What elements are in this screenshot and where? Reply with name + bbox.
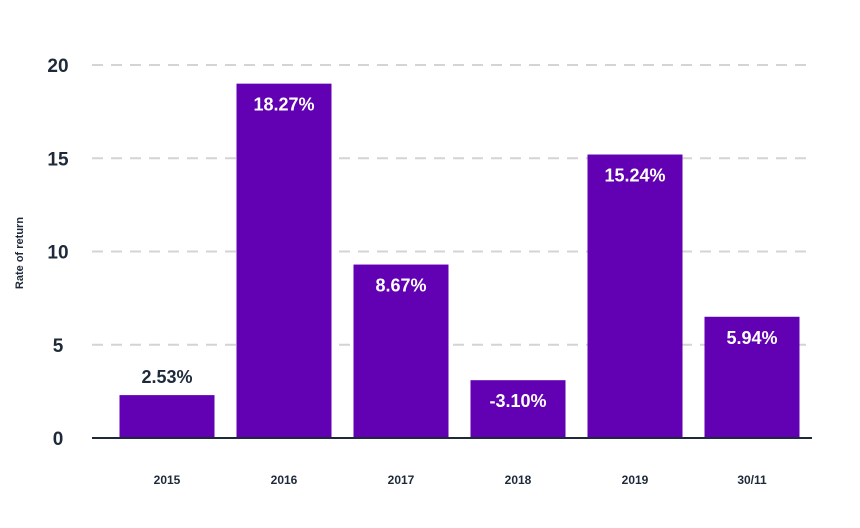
bar-2017: [353, 264, 449, 438]
data-label: 18.27%: [253, 95, 314, 115]
x-category-label: 2016: [271, 473, 298, 487]
data-label: 5.94%: [726, 328, 777, 348]
bar-2019: [587, 154, 683, 438]
y-tick-label: 5: [53, 336, 64, 357]
bar-2018: [470, 380, 566, 438]
x-category-label: 30/11: [737, 473, 767, 487]
bar-2015: [119, 395, 215, 438]
data-label: 15.24%: [604, 166, 665, 186]
axis-layer: 0 5 10 15 20 2015 2016 2017 2018 2019 30/11: [47, 56, 812, 487]
grid-layer: [92, 64, 812, 346]
x-category-label: 2017: [388, 473, 415, 487]
data-label: 2.53%: [141, 367, 192, 387]
y-tick-label: 20: [47, 56, 68, 77]
bar-2016: [236, 83, 332, 439]
x-category-label: 2019: [622, 473, 649, 487]
y-axis-title: Rate of return: [14, 217, 26, 289]
x-category-label: 2018: [505, 473, 532, 487]
label-layer: 2.53% 18.27% 8.67% -3.10% 15.24% 5.94%: [141, 95, 777, 412]
data-label: -3.10%: [489, 391, 546, 411]
y-tick-label: 10: [47, 243, 68, 264]
x-category-label: 2015: [154, 473, 181, 487]
y-tick-label: 15: [47, 149, 69, 170]
y-tick-label: 0: [53, 429, 64, 450]
data-label: 8.67%: [375, 276, 426, 296]
bar-layer: [119, 83, 800, 439]
bar-30-11: [704, 316, 800, 438]
